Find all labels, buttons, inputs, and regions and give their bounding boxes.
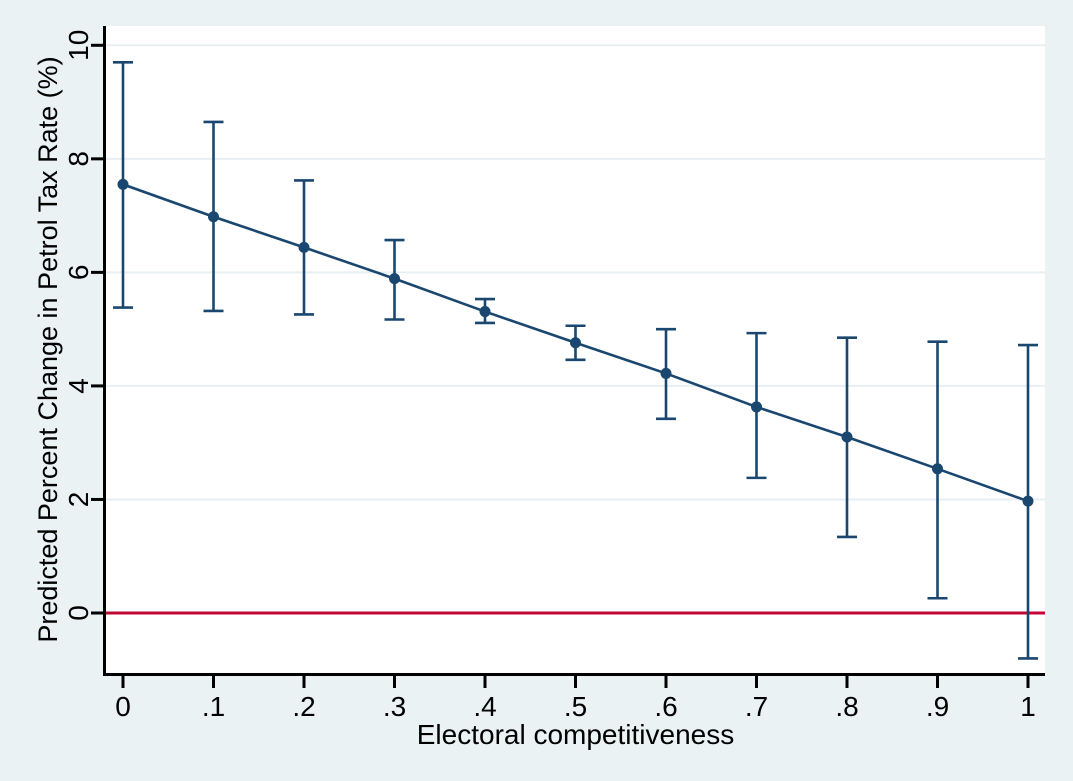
- axis-tick-labels: 0 2 4 6 8 10 0 .1 .2 .3 .4 .5 .6 .7 .8 .9 1: [63, 30, 1036, 722]
- data-point-marker: [117, 178, 129, 190]
- y-tick-label: 4: [63, 378, 94, 394]
- data-point-marker: [479, 306, 491, 318]
- x-tick-label: 0: [115, 691, 131, 722]
- y-tick-label: 10: [63, 30, 94, 61]
- data-point-marker: [570, 337, 581, 349]
- x-tick-label: .2: [292, 691, 315, 722]
- x-tick-label: .7: [745, 691, 768, 722]
- x-axis-title: Electoral competitiveness: [417, 719, 734, 750]
- axes: [103, 26, 1045, 676]
- data-point-marker: [298, 241, 310, 253]
- x-tick-label: .6: [654, 691, 677, 722]
- data-point-marker: [1022, 495, 1034, 507]
- x-tick-label: .5: [564, 691, 587, 722]
- x-tick-label: .4: [473, 691, 496, 722]
- y-tick-label: 2: [63, 492, 94, 508]
- y-axis-title: Predicted Percent Change in Petrol Tax R…: [33, 56, 63, 642]
- data-point-marker: [389, 273, 400, 285]
- x-tick-label: .9: [926, 691, 949, 722]
- y-tick-label: 8: [63, 151, 94, 167]
- x-tick-label: .8: [835, 691, 858, 722]
- data-point-marker: [208, 211, 219, 223]
- x-tick-label: 1: [1020, 691, 1036, 722]
- axis-ticks: [91, 43, 1030, 688]
- data-point-marker: [660, 367, 672, 379]
- y-tick-label: 6: [63, 265, 94, 281]
- x-tick-label: .1: [202, 691, 225, 722]
- data-point-marker: [932, 463, 943, 475]
- point-estimates: [117, 178, 1034, 507]
- data-point-marker: [841, 431, 853, 443]
- data-point-marker: [751, 401, 762, 413]
- y-tick-label: 0: [63, 605, 94, 621]
- x-tick-label: .3: [383, 691, 406, 722]
